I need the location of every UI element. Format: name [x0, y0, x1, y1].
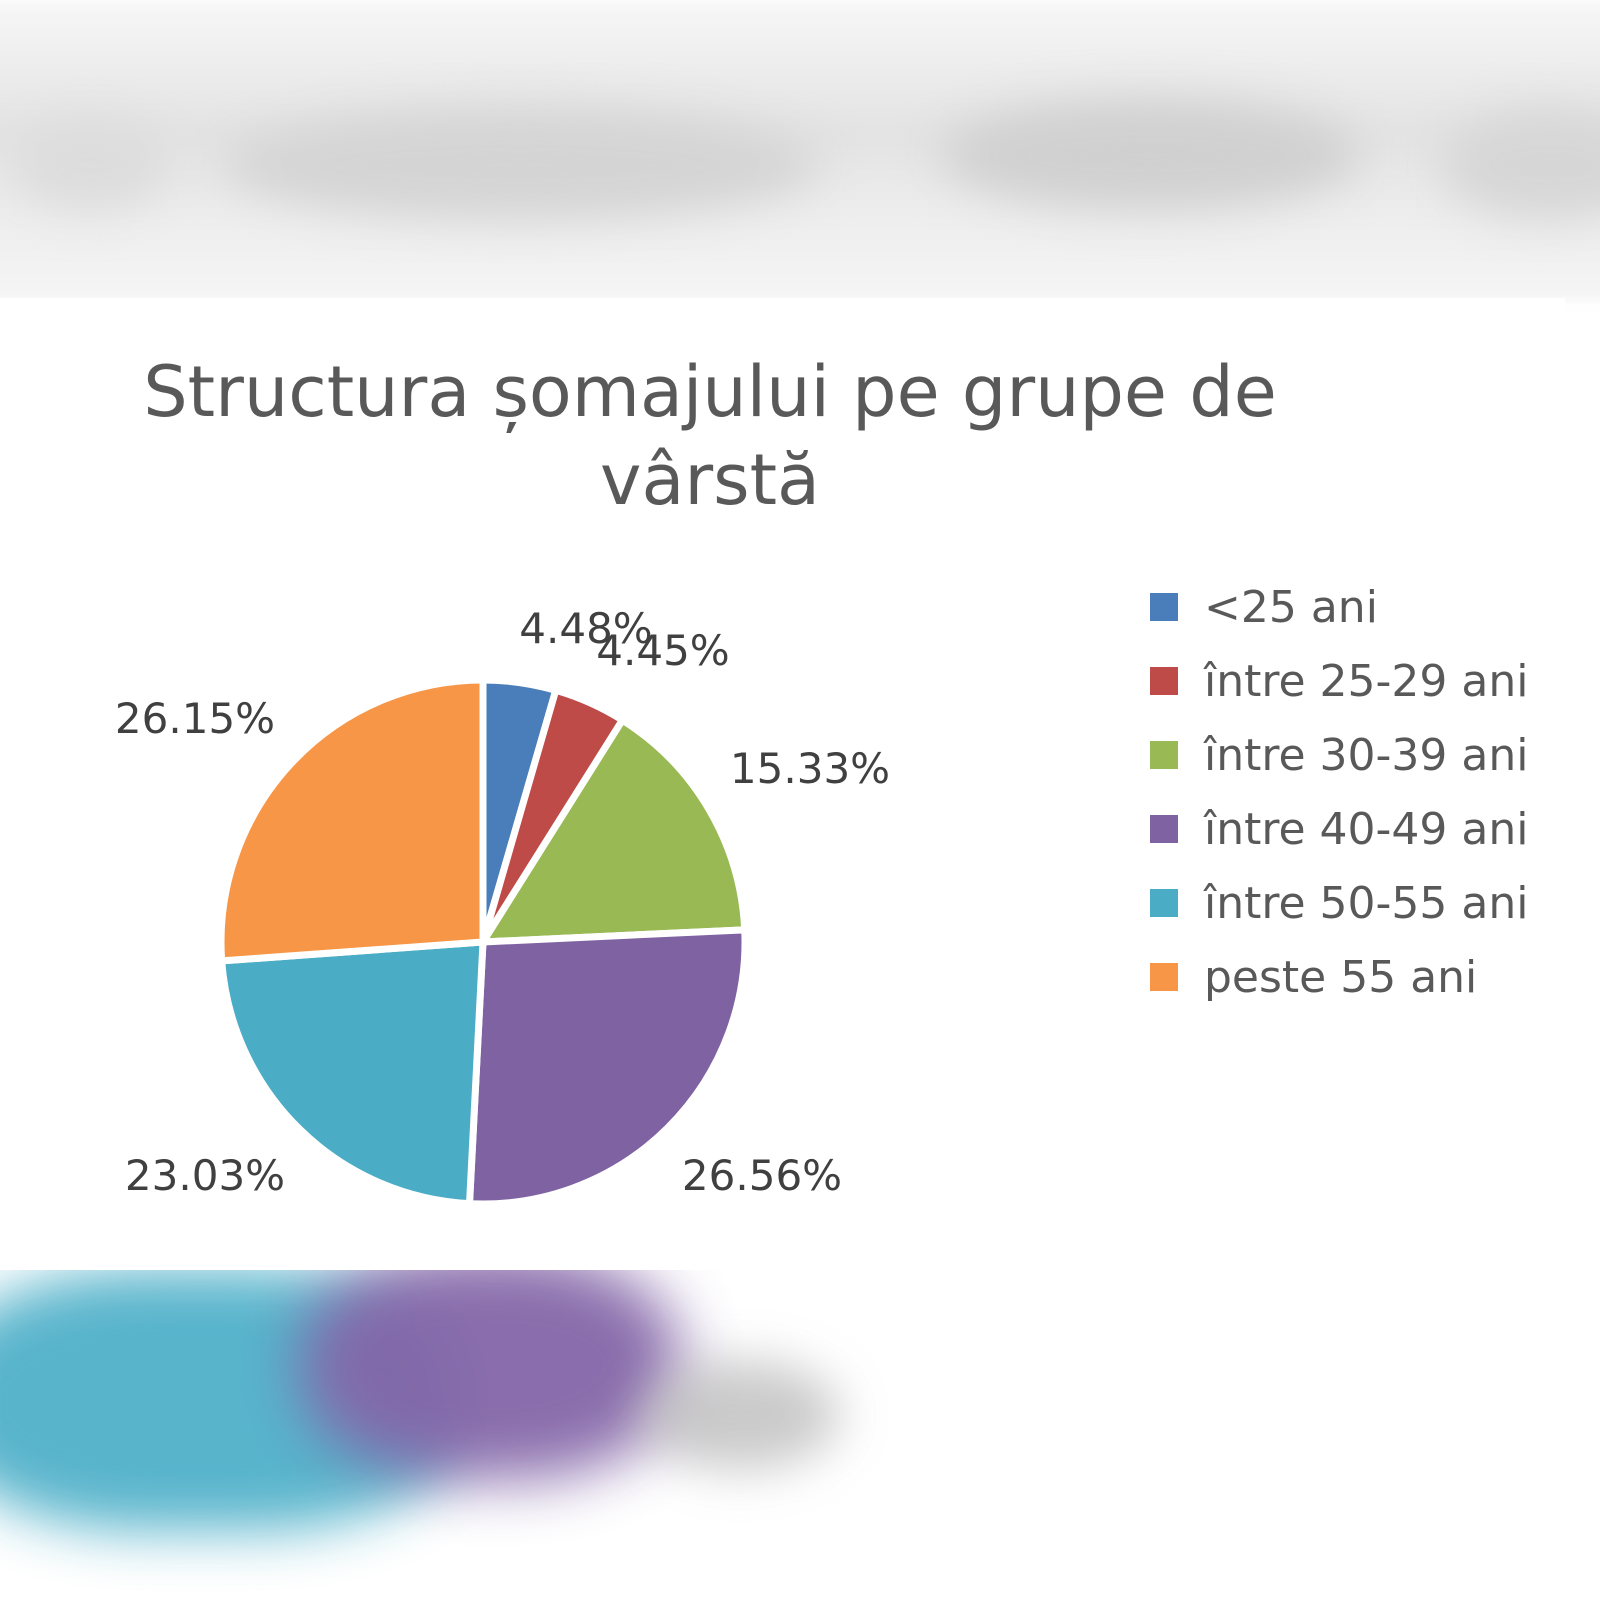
legend-label: peste 55 ani: [1204, 951, 1478, 1003]
pie-slice-6: [217, 676, 487, 965]
legend-item-3: între 30-39 ani: [1150, 718, 1570, 792]
blurred-shape: [300, 1250, 680, 1480]
legend-label: între 40-49 ani: [1204, 803, 1529, 855]
blurred-shape: [640, 1360, 840, 1470]
chart-title: Structura șomajului pe grupe de vârstă: [143, 351, 1277, 521]
blurred-shape: [10, 120, 170, 210]
data-label-6: 26.15%: [115, 694, 275, 743]
data-label-5: 23.03%: [125, 1151, 285, 1200]
legend-swatch: [1150, 963, 1178, 991]
pie-slice-3: [479, 716, 749, 946]
legend-item-2: între 25-29 ani: [1150, 644, 1570, 718]
chart-legend: <25 ani între 25-29 ani între 30-39 ani înt…: [1150, 570, 1570, 1014]
data-label-4: 26.56%: [682, 1151, 842, 1200]
data-label-3: 15.33%: [730, 744, 890, 793]
legend-label: între 50-55 ani: [1204, 877, 1529, 929]
legend-swatch: [1150, 889, 1178, 917]
pie-slice-4: [466, 926, 749, 1208]
legend-swatch: [1150, 815, 1178, 843]
legend-swatch: [1150, 667, 1178, 695]
legend-item-4: între 40-49 ani: [1150, 792, 1570, 866]
blurred-shape: [220, 110, 820, 220]
data-label-1: 4.48%: [519, 604, 652, 653]
legend-item-5: între 50-55 ani: [1150, 866, 1570, 940]
legend-label: <25 ani: [1204, 581, 1378, 633]
pie-slice-5: [218, 938, 487, 1208]
legend-swatch: [1150, 593, 1178, 621]
data-label-2: 4.45%: [596, 626, 729, 675]
legend-label: între 30-39 ani: [1204, 729, 1529, 781]
legend-swatch: [1150, 741, 1178, 769]
legend-label: între 25-29 ani: [1204, 655, 1529, 707]
blurred-shape: [940, 100, 1360, 210]
legend-item-1: <25 ani: [1150, 570, 1570, 644]
chart-panel: [0, 298, 1565, 1270]
legend-item-6: peste 55 ani: [1150, 940, 1570, 1014]
